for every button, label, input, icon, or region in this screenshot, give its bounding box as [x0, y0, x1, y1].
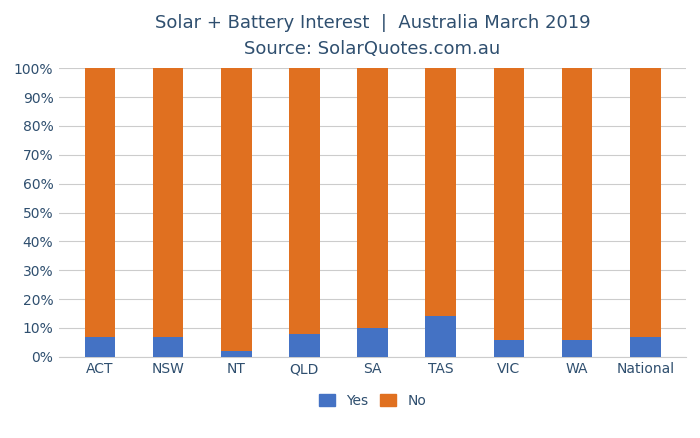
Bar — [426, 316, 456, 357]
Title: Solar + Battery Interest  |  Australia March 2019
Source: SolarQuotes.com.au: Solar + Battery Interest | Australia Mar… — [155, 14, 590, 58]
Bar — [289, 68, 320, 334]
Bar — [494, 339, 524, 357]
Bar — [220, 68, 251, 351]
Bar — [357, 68, 388, 328]
Bar — [561, 68, 592, 339]
Legend: Yes, No: Yes, No — [313, 389, 432, 413]
Bar — [153, 337, 183, 357]
Bar — [85, 68, 116, 337]
Bar — [153, 68, 183, 337]
Bar — [426, 68, 456, 316]
Bar — [289, 334, 320, 357]
Bar — [85, 337, 116, 357]
Bar — [630, 337, 661, 357]
Bar — [561, 339, 592, 357]
Bar — [494, 68, 524, 339]
Bar — [357, 328, 388, 357]
Bar — [630, 68, 661, 337]
Bar — [220, 351, 251, 357]
